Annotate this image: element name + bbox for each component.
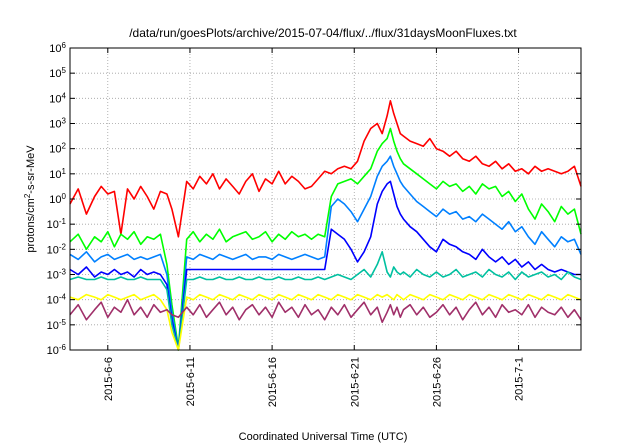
x-axis-label: Coordinated Universal Time (UTC) xyxy=(239,431,408,443)
x-tick-labels: 2015-6-6 2015-6-11 2015-6-16 2015-6-21 2015-… xyxy=(103,357,526,407)
x-tick-label: 2015-7-1 xyxy=(514,357,526,401)
y-tick-label: 106 xyxy=(49,41,66,56)
y-tick-base: 10 xyxy=(49,68,61,80)
y-tick-label: 104 xyxy=(49,91,66,106)
y-tick-base: 10 xyxy=(49,119,61,131)
y-tick-base: 10 xyxy=(49,144,61,156)
y-tick-label: 10-5 xyxy=(47,317,67,332)
y-tick-exp: -3 xyxy=(59,267,67,276)
y-tick-labels: 10610510410310210110010-110-210-310-410-… xyxy=(47,41,67,358)
y-axis-label-base: protons/cm xyxy=(25,198,37,252)
y-tick-base: 10 xyxy=(49,169,61,181)
y-tick-base: 10 xyxy=(49,43,61,55)
y-tick-exp: -1 xyxy=(59,217,67,226)
series-line-1 xyxy=(69,100,582,238)
y-tick-label: 100 xyxy=(49,192,66,207)
y-axis-label-sup: 2 xyxy=(23,193,32,198)
series-group xyxy=(69,100,582,351)
y-tick-label: 10-1 xyxy=(47,217,67,232)
y-tick-base: 10 xyxy=(47,320,59,332)
series-line-5 xyxy=(69,251,582,351)
y-tick-exp: 5 xyxy=(62,66,67,75)
y-tick-exp: 4 xyxy=(62,91,67,100)
y-axis-label: protons/cm2-s-sr-MeV xyxy=(23,145,38,253)
y-tick-exp: -4 xyxy=(59,292,67,301)
y-axis-label-rest: -s-sr-MeV xyxy=(25,145,37,194)
y-tick-label: 10-6 xyxy=(47,343,67,358)
x-tick-label: 2015-6-6 xyxy=(103,357,115,401)
series-line-4 xyxy=(69,180,581,351)
y-tick-exp: -5 xyxy=(59,317,67,326)
y-tick-base: 10 xyxy=(49,194,61,206)
y-tick-base: 10 xyxy=(47,244,59,256)
series-line-7 xyxy=(69,298,582,324)
y-tick-base: 10 xyxy=(47,295,59,307)
y-tick-base: 10 xyxy=(47,345,59,357)
y-tick-exp: 2 xyxy=(62,141,67,150)
y-tick-base: 10 xyxy=(47,219,59,231)
grid-lines xyxy=(70,48,581,350)
y-tick-exp: 1 xyxy=(62,166,67,175)
y-tick-label: 10-4 xyxy=(47,292,67,307)
chart-title: /data/run/goesPlots/archive/2015-07-04/f… xyxy=(129,26,517,40)
y-tick-exp: 6 xyxy=(62,41,67,50)
series-line-3 xyxy=(69,155,582,351)
y-tick-exp: 0 xyxy=(62,192,67,201)
y-tick-label: 102 xyxy=(49,141,66,156)
y-tick-label: 10-3 xyxy=(47,267,67,282)
series-line-2 xyxy=(69,127,582,349)
y-tick-base: 10 xyxy=(49,93,61,105)
x-tick-label: 2015-6-16 xyxy=(267,357,279,407)
y-tick-label: 103 xyxy=(49,116,66,131)
y-tick-label: 10-2 xyxy=(47,242,67,256)
y-tick-exp: 3 xyxy=(62,116,67,125)
x-tick-label: 2015-6-26 xyxy=(431,357,443,407)
axis-ticks xyxy=(70,47,581,351)
y-tick-label: 101 xyxy=(49,166,66,181)
y-tick-base: 10 xyxy=(47,270,59,282)
series-line-6 xyxy=(69,293,582,351)
x-tick-label: 2015-6-21 xyxy=(349,357,361,407)
y-tick-exp: -6 xyxy=(59,343,67,352)
y-tick-exp: -2 xyxy=(59,242,67,251)
x-tick-label: 2015-6-11 xyxy=(185,357,197,406)
y-tick-label: 105 xyxy=(49,66,66,81)
